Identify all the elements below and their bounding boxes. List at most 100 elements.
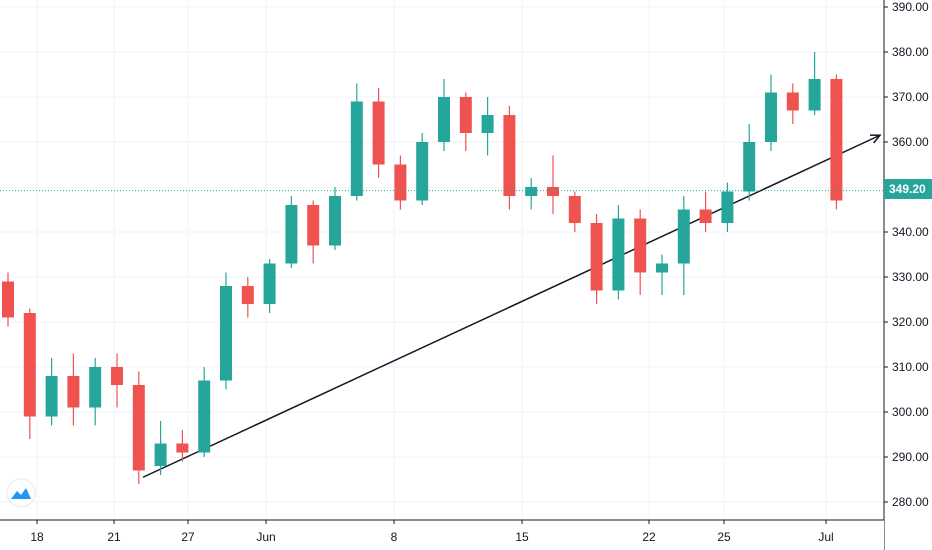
y-tick-label: 280.00 [892,495,929,509]
candle-body [307,205,320,246]
x-tick-label: 18 [30,530,44,544]
candle[interactable] [568,191,581,233]
candle[interactable] [350,83,363,201]
candle[interactable] [89,358,102,426]
candle[interactable] [198,367,211,457]
candle[interactable] [612,205,625,300]
candle[interactable] [45,358,58,426]
time-axis[interactable]: 18 21 27 Jun 8 15 22 25 Jul [0,519,884,550]
x-tick-label: 25 [717,530,731,544]
candle-body [634,218,647,273]
candle-body [89,367,102,408]
candle[interactable] [786,83,799,125]
candle-body [481,115,494,133]
candle[interactable] [220,272,232,390]
candle[interactable] [590,214,603,304]
candle-body [176,443,189,453]
candle[interactable] [525,178,538,210]
candle[interactable] [743,124,756,201]
last-price-text: 349.20 [889,182,926,196]
candle[interactable] [111,353,123,408]
candle[interactable] [241,277,254,318]
price-axis[interactable]: 390.00380.00370.00360.00350.00340.00330.… [883,0,932,550]
logo-circle [6,478,36,508]
y-tick-label: 310.00 [892,360,929,374]
candle[interactable] [481,97,494,156]
x-tick-label: 21 [107,530,121,544]
candle-body [285,205,298,264]
candle-body [459,97,472,133]
candle-body [808,79,821,111]
candle[interactable] [459,92,472,152]
y-tick-label: 290.00 [892,450,929,464]
candle-body [656,263,668,273]
candle[interactable] [2,272,14,327]
candle-body [438,97,450,142]
y-tick-label: 360.00 [892,135,929,149]
candle[interactable] [634,209,647,296]
x-tick-label: 8 [391,530,398,544]
candle[interactable] [438,79,450,151]
candle-body [743,142,756,192]
candle[interactable] [67,353,80,426]
candle[interactable] [503,106,516,210]
candle-body [699,209,712,223]
candle-body [111,367,123,385]
candle-body [590,223,603,291]
candle[interactable] [285,196,298,268]
candle-body [220,286,232,381]
candle-body [2,281,14,318]
candle-body [721,191,734,223]
x-tick-label: 22 [642,530,656,544]
x-tick-label: Jul [818,530,833,544]
candle[interactable] [23,308,36,440]
candle[interactable] [721,182,734,233]
candle-body [394,164,407,201]
candle-body [568,196,581,223]
candle[interactable] [329,187,341,250]
y-tick-label: 300.00 [892,405,929,419]
y-tick-label: 390.00 [892,0,929,14]
trendline[interactable] [142,134,881,478]
candle[interactable] [132,371,145,485]
candle[interactable] [765,74,777,152]
candle-body [241,286,254,304]
tradingview-logo-icon[interactable] [6,478,36,508]
candle[interactable] [154,421,167,475]
candle-body [503,115,516,196]
y-tick-label: 340.00 [892,225,929,239]
candle-body [45,376,58,417]
x-tick-label: 15 [515,530,529,544]
candle-body [154,443,167,466]
time-axis-background [0,520,884,550]
candle-body [765,92,777,142]
candle-body [416,142,429,201]
y-tick-label: 370.00 [892,90,929,104]
candle[interactable] [307,200,320,264]
candle[interactable] [176,430,189,462]
candle[interactable] [547,155,559,215]
candle-body [132,385,145,471]
candle[interactable] [830,74,843,210]
candle[interactable] [699,191,712,233]
candle[interactable] [416,133,429,205]
x-tick-label: 27 [181,530,195,544]
grid-lines [0,0,884,520]
candle[interactable] [808,52,821,115]
candle-body [198,380,211,453]
candle[interactable] [656,254,668,296]
candle-body [525,187,538,196]
candle[interactable] [394,155,407,210]
candle-body [350,101,363,196]
time-axis-ticks: 18 21 27 Jun 8 15 22 25 Jul [30,520,834,544]
candle-body [547,187,559,196]
y-tick-label: 320.00 [892,315,929,329]
candle[interactable] [372,88,385,178]
last-price-badge [884,179,932,199]
candle[interactable] [263,259,276,313]
logo-mountain [11,488,31,499]
candle[interactable] [677,196,690,295]
trendline-arrow-icon [869,134,882,144]
candle-body [23,313,36,417]
